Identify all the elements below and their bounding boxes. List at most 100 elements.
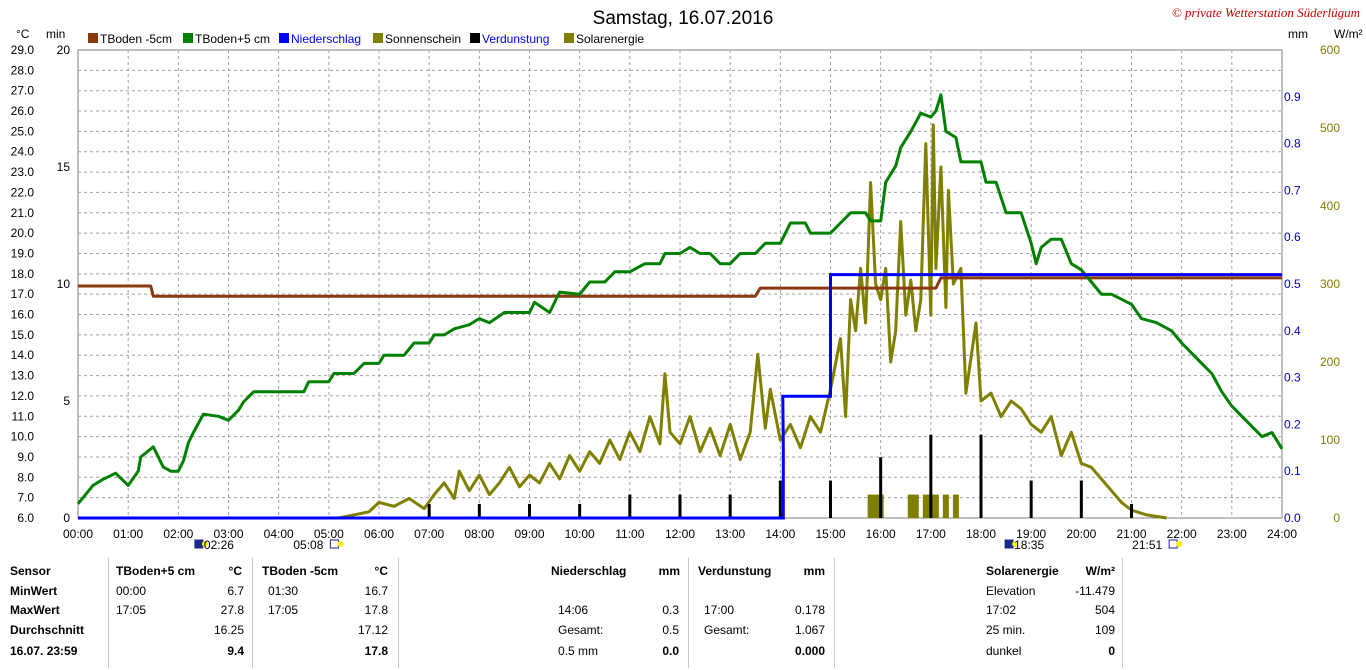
table-col-header: TBoden+5 cm <box>116 564 196 578</box>
table-time: Elevation <box>986 584 1036 598</box>
table-time: 17:05 <box>268 603 299 617</box>
table-header-sensor: Sensor <box>10 564 51 578</box>
y-tick-celsius: 14.0 <box>11 348 35 362</box>
table-value: 16.25 <box>213 623 244 637</box>
y-tick-wm2: 300 <box>1320 277 1340 291</box>
x-tick-label: 01:00 <box>113 527 143 541</box>
table-row-label: MaxWert <box>10 603 60 617</box>
y-tick-celsius: 10.0 <box>11 430 35 444</box>
y-tick-mm: 0.9 <box>1284 90 1301 104</box>
y-tick-celsius: 23.0 <box>11 165 35 179</box>
legend-entry: Niederschlag <box>291 32 361 46</box>
y-tick-celsius: 17.0 <box>11 287 35 301</box>
x-tick-label: 21:00 <box>1116 527 1146 541</box>
twilight-icon <box>1004 539 1014 549</box>
x-tick-label: 17:00 <box>916 527 946 541</box>
x-tick-label: 04:00 <box>264 527 294 541</box>
sun-event-label: 05:08 <box>293 538 323 550</box>
table-col-unit: mm <box>803 564 825 578</box>
y-tick-mm: 0.3 <box>1284 371 1301 385</box>
y-tick-mm: 0.5 <box>1284 277 1301 291</box>
y-tick-celsius: 24.0 <box>11 145 35 159</box>
y-tick-minutes: 20 <box>57 43 71 57</box>
x-tick-label: 08:00 <box>464 527 494 541</box>
line-solarenergie <box>338 123 1167 520</box>
bar-sonnenschein <box>942 494 949 518</box>
table-row-label: Durchschnitt <box>10 623 85 637</box>
stats-table: Sensor MinWert MaxWert Durchschnitt 16.07. 2… <box>0 558 1366 670</box>
bar-sonnenschein <box>912 494 919 518</box>
table-divider <box>252 558 253 668</box>
y-tick-celsius: 13.0 <box>11 369 35 383</box>
table-time: 01:30 <box>268 584 299 598</box>
y-tick-celsius: 9.0 <box>17 450 34 464</box>
table-divider <box>398 558 399 668</box>
y-tick-wm2: 500 <box>1320 121 1340 135</box>
table-time: Gesamt: <box>704 623 750 637</box>
table-divider <box>834 558 835 668</box>
sun-events: 02:26 05:08 18:35 21:51 <box>194 538 1183 550</box>
bar-sonnenschein <box>922 494 929 518</box>
x-tick-label: 13:00 <box>715 527 745 541</box>
y-tick-celsius: 25.0 <box>11 124 35 138</box>
y-tick-celsius: 12.0 <box>11 389 35 403</box>
y-tick-celsius: 28.0 <box>11 63 35 77</box>
legend-entry: Sonnenschein <box>385 32 461 46</box>
bar-sonnenschein <box>867 494 874 518</box>
x-tick-label: 11:00 <box>615 527 644 541</box>
y-tick-mm: 0.4 <box>1284 324 1301 338</box>
bar-sonnenschein <box>872 494 879 518</box>
table-col-header: Niederschlag <box>551 564 627 578</box>
y-tick-wm2: 200 <box>1320 355 1340 369</box>
sun-icon <box>1168 539 1178 549</box>
table-divider <box>108 558 109 668</box>
table-value: 1.067 <box>794 623 825 637</box>
axis-label-mm: mm <box>1288 27 1308 41</box>
table-time: 17:00 <box>704 603 735 617</box>
x-tick-label: 09:00 <box>514 527 544 541</box>
y-tick-celsius: 18.0 <box>11 267 35 281</box>
sun-dot-icon <box>1176 541 1183 547</box>
table-col-header: TBoden -5cm <box>262 564 339 578</box>
y-tick-celsius: 22.0 <box>11 185 35 199</box>
weather-chart: Samstag, 16.07.2016 © private Wetterstat… <box>11 5 1363 550</box>
chart-legend: TBoden -5cm TBoden+5 cm Niederschlag Sonnen… <box>88 32 644 46</box>
table-divider <box>1122 558 1123 668</box>
y-tick-mm: 0.7 <box>1284 183 1301 197</box>
sun-icon <box>329 539 339 549</box>
table-time: 0.5 mm <box>558 644 599 658</box>
twilight-icon <box>194 539 204 549</box>
x-tick-label: 12:00 <box>665 527 695 541</box>
bar-sonnenschein <box>952 494 959 518</box>
table-value: 17.12 <box>357 623 388 637</box>
sun-dot-icon <box>337 541 344 547</box>
legend-entry: TBoden -5cm <box>100 32 172 46</box>
sun-dot-icon <box>201 541 208 547</box>
legend-entry: Verdunstung <box>482 32 549 46</box>
x-tick-label: 03:00 <box>213 527 243 541</box>
table-col-header: Verdunstung <box>698 564 772 578</box>
table-time: 14:06 <box>558 603 589 617</box>
axis-label-celsius: °C <box>16 27 30 41</box>
table-col-unit: mm <box>658 564 680 578</box>
x-tick-label: 20:00 <box>1066 527 1096 541</box>
legend-entry: TBoden+5 cm <box>195 32 270 46</box>
y-tick-celsius: 7.0 <box>17 491 34 505</box>
x-tick-label: 07:00 <box>414 527 444 541</box>
table-time: 00:00 <box>116 584 147 598</box>
legend-swatch <box>88 33 98 43</box>
table-value: 0.178 <box>794 603 825 617</box>
copyright: © private Wetterstation Süderlügum <box>1172 5 1360 20</box>
sun-event-label: 18:35 <box>1014 538 1044 550</box>
y-tick-celsius: 19.0 <box>11 246 35 260</box>
x-tick-label: 14:00 <box>765 527 795 541</box>
legend-swatch <box>373 33 383 43</box>
table-time: dunkel <box>986 644 1022 658</box>
axis-label-wm2: W/m² <box>1334 27 1363 41</box>
table-value: 0.3 <box>662 603 679 617</box>
x-tick-label: 19:00 <box>1016 527 1046 541</box>
table-col-unit: W/m² <box>1085 564 1115 578</box>
legend-swatch <box>183 33 193 43</box>
x-tick-label: 00:00 <box>63 527 93 541</box>
y-tick-wm2: 0 <box>1333 511 1340 525</box>
